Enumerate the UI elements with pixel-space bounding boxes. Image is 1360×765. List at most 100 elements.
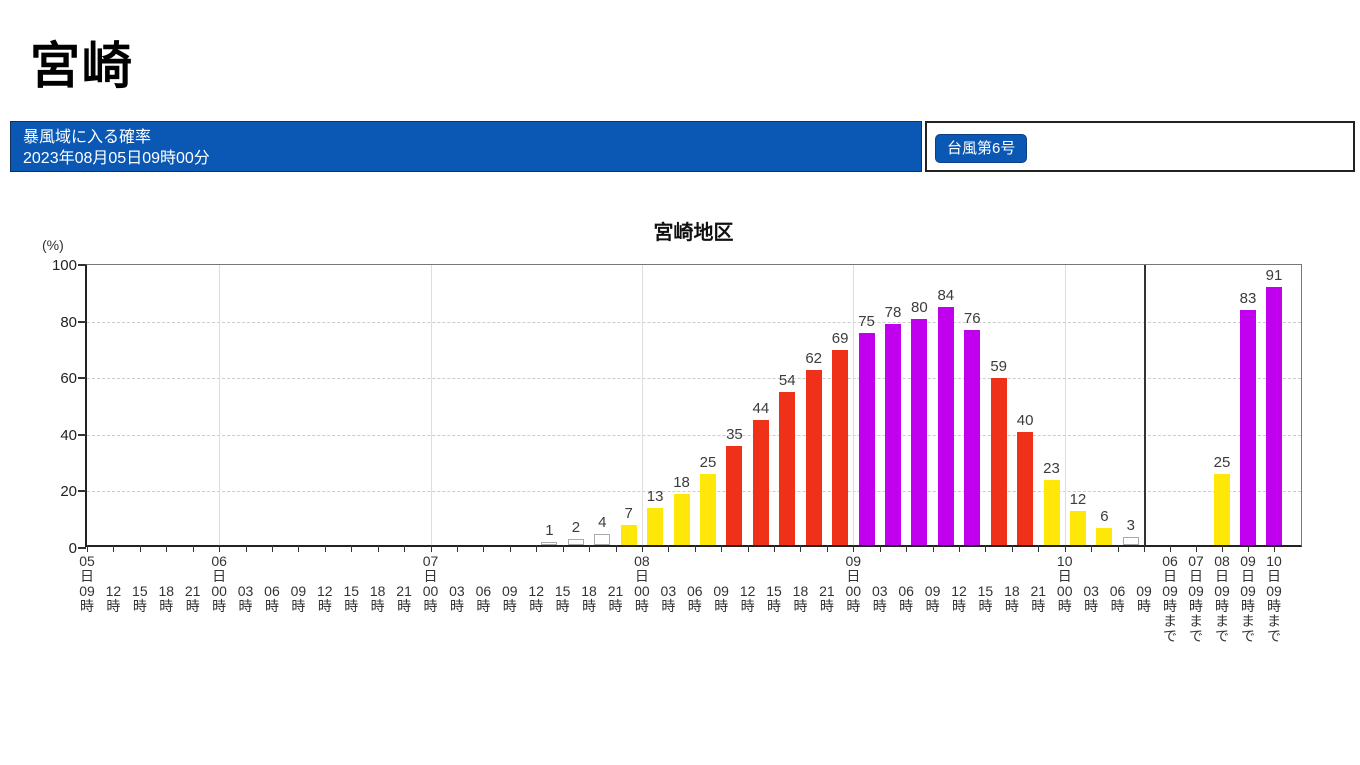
x-tick-label: 03 時: [867, 584, 893, 614]
x-axis-tick: [1274, 545, 1275, 552]
x-tick-label-line: 21: [396, 583, 412, 599]
x-tick-label-line: で: [1215, 628, 1229, 644]
bar-value-label: 1: [545, 522, 554, 540]
x-tick-label-line: 時: [476, 598, 491, 614]
x-tick-label-line: 12: [739, 583, 756, 599]
x-axis-tick: [747, 545, 749, 552]
x-axis-tick: [615, 545, 617, 552]
x-tick-label-line: 10: [1266, 553, 1282, 569]
x-tick-label-line: 時: [317, 598, 332, 614]
x-tick-label-line: 05: [79, 553, 95, 569]
x-tick-label: 06 時: [259, 584, 285, 614]
x-axis-tick: [906, 545, 908, 552]
x-tick-label-line: ま: [1241, 613, 1255, 629]
y-axis-tick: [78, 433, 86, 436]
x-tick-label: 15 時: [550, 584, 576, 614]
x-tick-label-line: 18: [1004, 583, 1020, 599]
y-tick-label: 0: [68, 540, 77, 557]
x-tick-label: 09 時: [708, 584, 734, 614]
x-tick-label-line: 時: [952, 598, 967, 614]
chart-title: 宮崎地区: [653, 222, 734, 244]
typhoon-button[interactable]: 台風第6号: [935, 134, 1028, 163]
x-axis-tick: [298, 545, 300, 552]
x-tick-label: 06 日 09 時まで: [1157, 554, 1183, 644]
x-tick-label-line: 日: [1241, 568, 1255, 584]
x-tick-label: 09 時: [920, 584, 946, 614]
x-tick-label-line: 00: [422, 583, 439, 599]
probability-bar: [620, 525, 637, 545]
x-axis-tick: [1064, 545, 1066, 552]
x-tick-label-line: 時: [819, 598, 834, 614]
x-tick-label-line: 時: [529, 598, 544, 614]
x-tick-label: 15 時: [338, 584, 364, 614]
x-axis-tick: [800, 545, 802, 552]
x-tick-label-line: 06: [898, 583, 914, 599]
x-tick-label-line: 03: [449, 583, 465, 599]
x-tick-label-line: 09: [713, 583, 729, 599]
header-label: 暴風域に入る確率: [23, 129, 152, 146]
x-tick-label-line: 00: [1056, 583, 1073, 599]
probability-bar: [1122, 536, 1139, 545]
y-tick-label: 40: [60, 426, 77, 444]
x-tick-label-line: 06: [475, 583, 492, 599]
x-tick-label-line: 06: [264, 583, 280, 599]
x-tick-label-line: 15: [343, 583, 360, 599]
x-axis-tick: [1038, 545, 1040, 552]
bar-value-label: 62: [805, 349, 823, 367]
x-tick-label-line: 09: [502, 583, 518, 599]
x-tick-label: 18 時: [787, 584, 813, 614]
x-tick-label-line: ま: [1163, 613, 1177, 629]
x-tick-label-line: 時: [925, 598, 940, 614]
x-tick-label-line: 12: [951, 583, 967, 599]
x-tick-label-line: 09: [924, 583, 941, 599]
grid-line-day-boundary: [219, 265, 221, 545]
x-tick-label-line: 00: [211, 583, 227, 599]
x-tick-label: 12 時: [100, 584, 126, 614]
x-tick-label: 07 日 00 時: [418, 554, 444, 614]
x-tick-label-line: 08: [1214, 553, 1230, 569]
header-issued-datetime: 2023年08月05日09時00分: [23, 150, 210, 167]
x-tick-label: 09 時: [285, 584, 311, 614]
x-tick-label-line: 時: [582, 598, 597, 614]
x-tick-label: 09 時: [497, 584, 523, 614]
probability-bar: [1043, 479, 1060, 545]
header-banner: 暴風域に入る確率 2023年08月05日09時00分: [10, 121, 922, 172]
x-axis-tick: [1144, 545, 1145, 552]
x-tick-label: 03 時: [233, 584, 259, 614]
bar-value-label: 69: [831, 329, 849, 347]
x-tick-label-line: 15: [132, 583, 148, 599]
x-tick-label-line: 時: [872, 598, 887, 614]
x-axis-tick: [932, 545, 934, 552]
x-tick-label: 09 日 09 時まで: [1235, 554, 1261, 644]
x-tick-label-line: 時: [608, 598, 623, 614]
probability-bar: [647, 508, 664, 545]
x-tick-label-line: 03: [237, 583, 254, 599]
grid-line-day-boundary: [1064, 265, 1066, 545]
x-tick-label-line: 03: [660, 583, 677, 599]
probability-bar: [1017, 431, 1034, 545]
x-tick-label: 12 時: [523, 584, 549, 614]
x-tick-label: 09 時: [1131, 584, 1157, 614]
x-tick-label-line: 時: [793, 598, 808, 614]
probability-bar: [937, 307, 954, 545]
x-tick-label-line: 時: [449, 598, 464, 614]
x-tick-label-line: 時: [397, 598, 412, 614]
x-axis-tick: [219, 545, 221, 552]
y-tick-label: 100: [51, 257, 77, 274]
x-axis-tick: [324, 545, 326, 552]
bar-value-label: 6: [1100, 508, 1109, 526]
x-axis-tick: [774, 545, 776, 552]
probability-bar: [1240, 310, 1256, 545]
x-axis-tick: [1011, 545, 1013, 552]
x-axis-tick: [113, 545, 115, 552]
bar-value-label: 35: [726, 425, 743, 443]
probability-bar: [1214, 474, 1230, 545]
x-tick-label: 12 時: [946, 584, 972, 614]
x-tick-label-line: 15: [554, 583, 571, 599]
probability-bar: [673, 494, 690, 545]
x-tick-label: 18 時: [153, 584, 179, 614]
x-axis-tick: [668, 545, 670, 552]
bar-value-label: 18: [673, 474, 690, 492]
x-tick-label-line: 00: [845, 583, 862, 599]
